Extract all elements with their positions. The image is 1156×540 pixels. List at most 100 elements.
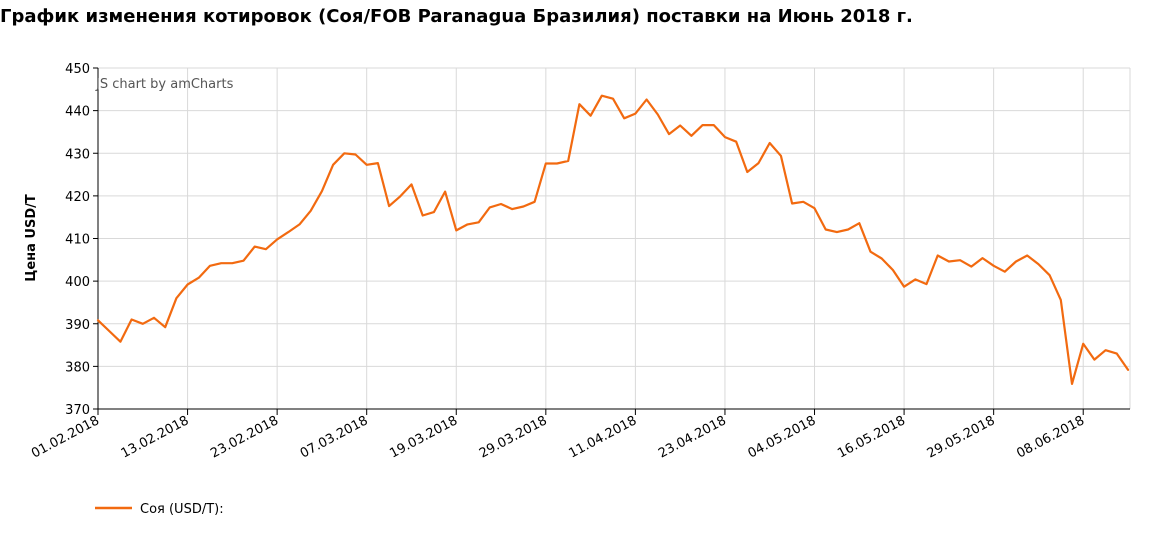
data-point bbox=[846, 228, 850, 232]
data-point bbox=[880, 257, 884, 261]
x-tick-label: 08.06.2018 bbox=[1014, 413, 1087, 461]
data-point bbox=[421, 213, 425, 217]
data-point bbox=[533, 200, 537, 204]
data-point bbox=[376, 161, 380, 165]
data-point bbox=[286, 230, 290, 234]
y-tick-label: 430 bbox=[65, 147, 90, 162]
x-tick-label: 29.03.2018 bbox=[477, 413, 550, 461]
data-point bbox=[107, 329, 111, 333]
data-point bbox=[902, 285, 906, 289]
data-point bbox=[354, 153, 358, 157]
data-point bbox=[936, 254, 940, 258]
y-tick-label: 400 bbox=[65, 275, 90, 290]
series-layer bbox=[96, 94, 1130, 385]
data-point bbox=[813, 206, 817, 210]
x-tick-label: 04.05.2018 bbox=[746, 413, 819, 461]
data-point bbox=[645, 98, 649, 102]
data-point bbox=[1104, 348, 1108, 352]
y-tick-label: 450 bbox=[65, 62, 90, 77]
data-point bbox=[1036, 262, 1040, 266]
x-tick-label: 11.04.2018 bbox=[567, 413, 640, 461]
series-line-soy bbox=[96, 94, 1130, 385]
grid-lines bbox=[97, 67, 1131, 410]
data-point bbox=[611, 97, 615, 101]
x-tick-label: 01.02.2018 bbox=[29, 413, 102, 461]
data-point bbox=[320, 189, 324, 193]
y-axis-label: Цена USD/T bbox=[24, 194, 39, 282]
data-point bbox=[298, 222, 302, 226]
data-point bbox=[801, 200, 805, 204]
data-point bbox=[555, 161, 559, 165]
data-point bbox=[443, 190, 447, 194]
data-point bbox=[600, 94, 604, 98]
x-axis-ticks: 01.02.2018 13.02.2018 23.02.2018 07.03.2018… bbox=[29, 409, 1087, 461]
data-point bbox=[163, 325, 167, 329]
data-point bbox=[141, 322, 145, 326]
data-point bbox=[824, 228, 828, 232]
data-point bbox=[499, 202, 503, 206]
x-tick-label: 13.02.2018 bbox=[119, 413, 192, 461]
data-point bbox=[118, 340, 122, 344]
data-point bbox=[342, 151, 346, 155]
data-point bbox=[242, 259, 246, 263]
data-point bbox=[253, 245, 257, 249]
data-point bbox=[768, 141, 772, 145]
data-point bbox=[544, 161, 548, 165]
x-tick-label: 23.02.2018 bbox=[208, 413, 281, 461]
data-point bbox=[779, 154, 783, 158]
data-point bbox=[969, 265, 973, 269]
data-point bbox=[1048, 273, 1052, 277]
data-point bbox=[1126, 368, 1130, 372]
data-point bbox=[152, 316, 156, 320]
data-point bbox=[197, 276, 201, 280]
data-point bbox=[275, 237, 279, 241]
data-point bbox=[689, 134, 693, 138]
data-point bbox=[712, 123, 716, 127]
data-point bbox=[790, 202, 794, 206]
data-point bbox=[947, 260, 951, 264]
data-point bbox=[387, 204, 391, 208]
data-point bbox=[701, 123, 705, 127]
x-tick-label: 19.03.2018 bbox=[387, 413, 460, 461]
amcharts-watermark: JS chart by amCharts bbox=[95, 77, 234, 92]
y-tick-label: 420 bbox=[65, 190, 90, 205]
data-point bbox=[678, 124, 682, 128]
data-point bbox=[577, 102, 581, 106]
data-point bbox=[656, 112, 660, 116]
data-point bbox=[521, 205, 525, 209]
legend-label: Соя (USD/T): bbox=[140, 502, 224, 517]
data-point bbox=[566, 159, 570, 163]
data-point bbox=[723, 135, 727, 139]
data-point bbox=[1115, 352, 1119, 356]
data-point bbox=[980, 256, 984, 260]
data-point bbox=[622, 116, 626, 120]
data-point bbox=[488, 205, 492, 209]
chart-title: График изменения котировок (Соя/FOB Para… bbox=[0, 6, 913, 27]
data-point bbox=[309, 209, 313, 213]
data-point bbox=[1059, 298, 1063, 302]
data-point bbox=[208, 264, 212, 268]
data-point bbox=[477, 220, 481, 224]
x-tick-label: 07.03.2018 bbox=[298, 413, 371, 461]
data-point bbox=[857, 221, 861, 225]
data-point bbox=[1081, 342, 1085, 346]
y-tick-label: 380 bbox=[65, 360, 90, 375]
data-point bbox=[219, 261, 223, 265]
data-point bbox=[869, 250, 873, 254]
data-point bbox=[992, 264, 996, 268]
x-tick-label: 16.05.2018 bbox=[835, 413, 908, 461]
data-point bbox=[432, 210, 436, 214]
data-point bbox=[924, 282, 928, 286]
data-point bbox=[1003, 270, 1007, 274]
x-tick-label: 23.04.2018 bbox=[656, 413, 729, 461]
y-tick-label: 410 bbox=[65, 233, 90, 248]
legend[interactable]: Соя (USD/T): bbox=[95, 502, 224, 517]
data-point bbox=[174, 296, 178, 300]
y-tick-label: 390 bbox=[65, 318, 90, 333]
data-point bbox=[1092, 358, 1096, 362]
y-tick-label: 370 bbox=[65, 403, 90, 418]
y-tick-label: 440 bbox=[65, 105, 90, 120]
data-point bbox=[745, 170, 749, 174]
data-point bbox=[757, 161, 761, 165]
